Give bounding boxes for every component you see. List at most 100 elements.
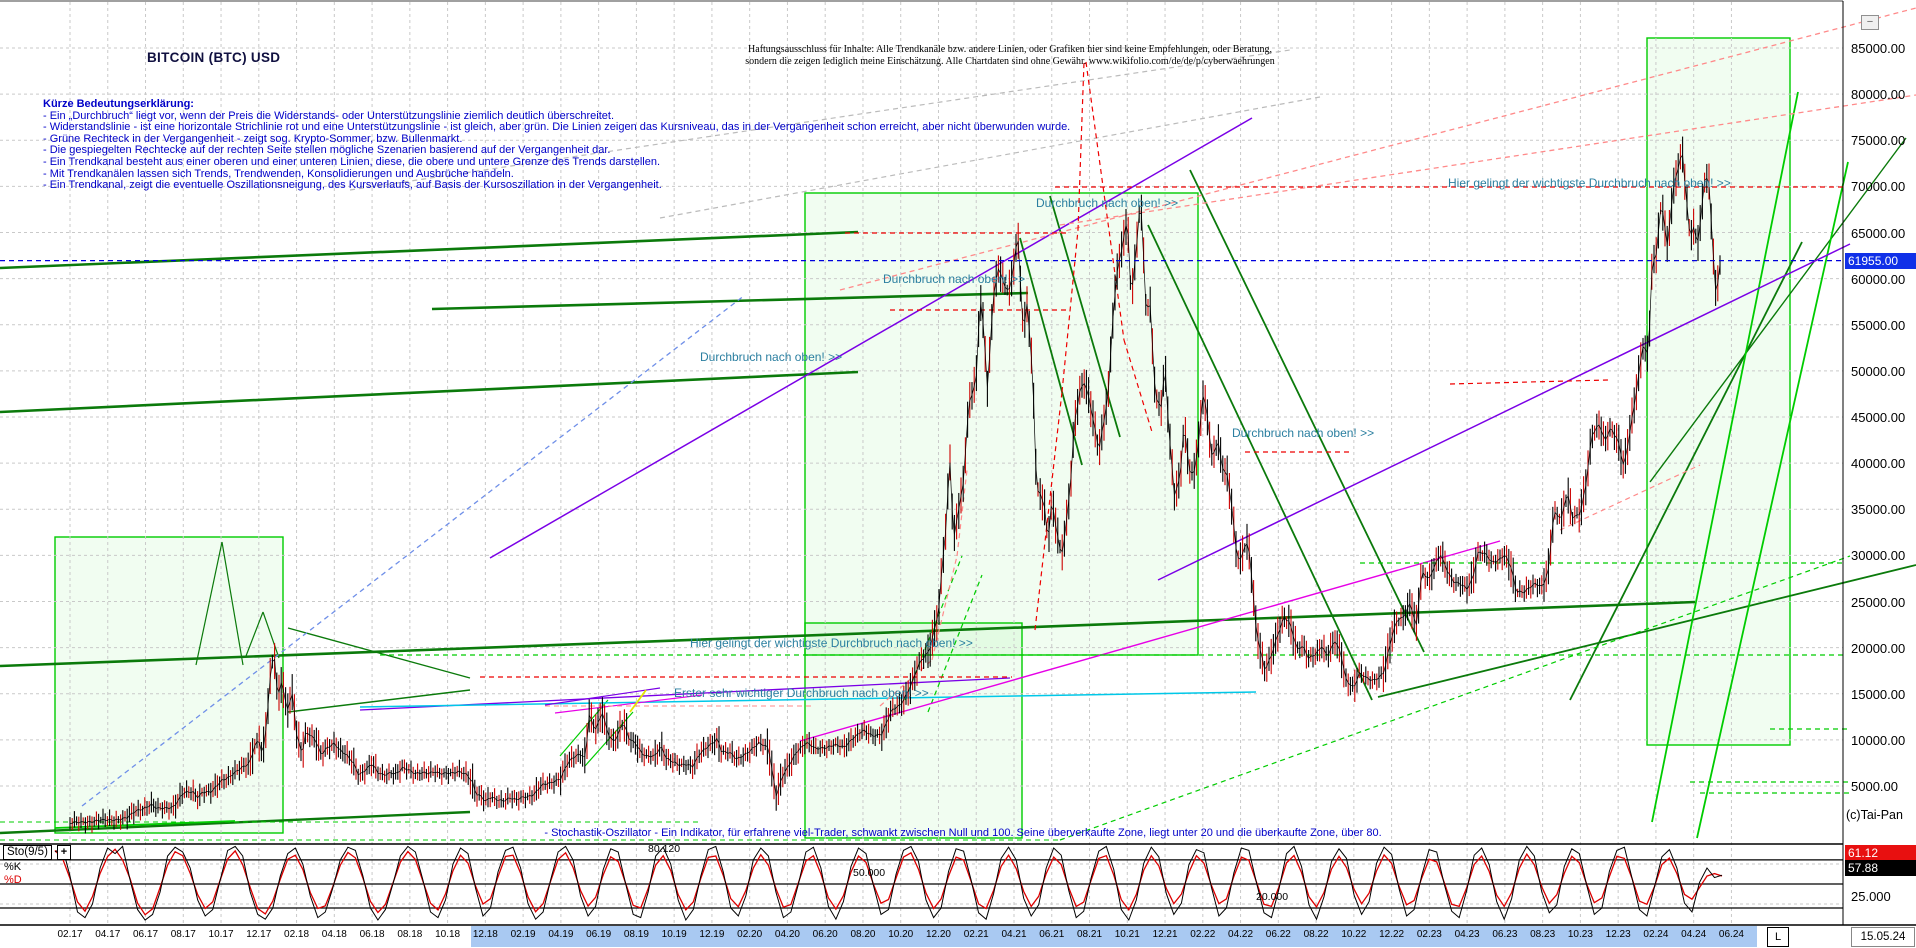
trend-line xyxy=(1189,169,1425,653)
indicator-label: Sto(9/5) xyxy=(3,845,52,860)
price-axis-label: 65000.00 xyxy=(1851,225,1906,241)
osc-level-50-label: 50.000 xyxy=(853,867,886,879)
trend-line xyxy=(287,689,471,713)
breakout-annotation: Durchbruch nach oben! >> xyxy=(883,272,1026,286)
trend-line xyxy=(1157,243,1851,581)
trend-line xyxy=(1696,161,1849,839)
price-axis-label: 75000.00 xyxy=(1851,133,1906,149)
price-axis-label: 60000.00 xyxy=(1851,271,1906,287)
legend-explanation-line: - Ein Trendkanal, zeigt die eventuelle O… xyxy=(43,179,662,192)
date-tick-label: 02.21 xyxy=(963,929,989,940)
legend-explanation-heading: Kürze Bedeutungserklärung: xyxy=(43,98,194,110)
legend-explanation-line: - Ein Trendkanal besteht aus einer obere… xyxy=(43,155,661,168)
breakout-annotation: Durchbruch nach oben! >> xyxy=(1232,426,1375,440)
trend-line xyxy=(659,96,1321,219)
date-tick-label: 08.18 xyxy=(397,929,423,940)
date-tick-label: 02.19 xyxy=(510,929,536,940)
date-tick-label: 10.23 xyxy=(1567,929,1593,940)
price-axis-label: 40000.00 xyxy=(1851,456,1906,472)
date-tick-label: 04.21 xyxy=(1001,929,1027,940)
date-tick-label: 02.24 xyxy=(1643,929,1669,940)
trend-line xyxy=(1559,464,1701,531)
legend-explanation-line: - Widerstandslinie - ist eine horizontal… xyxy=(43,121,1071,134)
osc-k-value-badge: 61.12 xyxy=(1845,845,1916,861)
breakout-annotation: Erster sehr wichtiger Durchbruch nach ob… xyxy=(674,686,929,700)
price-line xyxy=(69,153,1721,824)
osc-axis-25-label: 25.000 xyxy=(1851,889,1891,904)
trend-line xyxy=(1147,224,1373,701)
date-tick-label: 10.21 xyxy=(1114,929,1140,940)
trend-line xyxy=(489,117,1253,559)
scenario-box xyxy=(1646,37,1791,746)
trend-line xyxy=(359,691,1257,708)
date-tick-label: 06.22 xyxy=(1265,929,1291,940)
legend-explanation-line: - Ein „Durchbruch“ liegt vor, wenn der P… xyxy=(43,109,615,122)
date-tick-label: 02.23 xyxy=(1416,929,1442,940)
trend-line xyxy=(956,469,968,557)
trend-line xyxy=(1019,237,1083,466)
scenario-box xyxy=(804,622,1023,839)
date-tick-label: 04.24 xyxy=(1681,929,1707,940)
latest-flag-box[interactable]: L xyxy=(1767,927,1789,947)
date-highlight-band xyxy=(471,926,1758,947)
date-tick-label: 04.19 xyxy=(548,929,574,940)
last-date-box: 15.05.24 xyxy=(1851,927,1915,947)
trend-line xyxy=(287,627,471,679)
minimize-icon[interactable]: − xyxy=(1861,15,1879,30)
trend-line xyxy=(221,541,244,666)
trend-line xyxy=(554,694,703,714)
breakout-annotation: Durchbruch nach oben! >> xyxy=(700,350,843,364)
date-tick-label: 08.17 xyxy=(170,929,196,940)
disclaimer-line1: Haftungsausschluss für Inhalte: Alle Tre… xyxy=(748,44,1272,55)
trend-line xyxy=(1649,137,1907,483)
trend-line xyxy=(1651,91,1799,823)
date-tick-label: 10.20 xyxy=(888,929,914,940)
trend-line xyxy=(1449,379,1609,385)
date-tick-label: 08.20 xyxy=(850,929,876,940)
trend-line xyxy=(262,611,280,659)
price-axis-label: 5000.00 xyxy=(1851,779,1898,794)
percent-d-label: %D xyxy=(4,874,22,886)
trend-line xyxy=(1059,94,1916,226)
date-tick-label: 12.18 xyxy=(472,929,498,940)
scenario-box xyxy=(54,536,284,834)
trend-line xyxy=(799,540,1501,742)
current-price-badge: 61955.00 xyxy=(1845,252,1916,269)
date-tick-label: 06.24 xyxy=(1718,929,1744,940)
legend-explanation-line: - Die gespiegelten Rechtecke auf der rec… xyxy=(43,144,611,157)
price-axis-label: 80000.00 xyxy=(1851,87,1906,103)
trend-line xyxy=(544,687,661,706)
trend-line xyxy=(0,370,859,414)
date-tick-label: 04.18 xyxy=(321,929,347,940)
trend-line xyxy=(1034,391,1063,631)
date-tick-label: 06.18 xyxy=(359,929,385,940)
price-axis-label: 35000.00 xyxy=(1851,502,1906,518)
trend-line xyxy=(431,291,1029,311)
trend-line xyxy=(81,294,746,807)
indicator-add-button[interactable]: + xyxy=(57,845,71,860)
legend-explanation-block: Kürze Bedeutungserklärung: - Ein „Durchb… xyxy=(43,98,1071,192)
breakout-annotation: Durchbruch nach oben! >> xyxy=(1036,196,1179,210)
percent-k-label: %K xyxy=(4,861,22,873)
oscillator-note: - Stochastik-Oszillator - Ein Indikator,… xyxy=(544,827,1382,839)
date-tick-label: 06.20 xyxy=(812,929,838,940)
osc-level-80-label: 80.120 xyxy=(648,843,681,855)
date-tick-label: 06.19 xyxy=(586,929,612,940)
date-tick-label: 12.19 xyxy=(699,929,725,940)
trend-line xyxy=(0,230,859,270)
date-tick-label: 12.17 xyxy=(246,929,272,940)
osc-percent-d-line xyxy=(54,848,1723,916)
trend-line xyxy=(1077,61,1085,231)
date-tick-label: 02.18 xyxy=(284,929,310,940)
date-tick-label: 04.20 xyxy=(774,929,800,940)
price-axis-label: 85000.00 xyxy=(1851,41,1906,56)
date-tick-label: 12.21 xyxy=(1152,929,1178,940)
date-tick-label: 08.19 xyxy=(623,929,649,940)
date-tick-label: 12.22 xyxy=(1379,929,1405,940)
date-tick-label: 10.22 xyxy=(1341,929,1367,940)
osc-percent-k-line xyxy=(54,845,1723,922)
disclaimer-line2: sondern die zeigen lediglich meine Einsc… xyxy=(745,56,1275,67)
date-tick-label: 02.22 xyxy=(1190,929,1216,940)
